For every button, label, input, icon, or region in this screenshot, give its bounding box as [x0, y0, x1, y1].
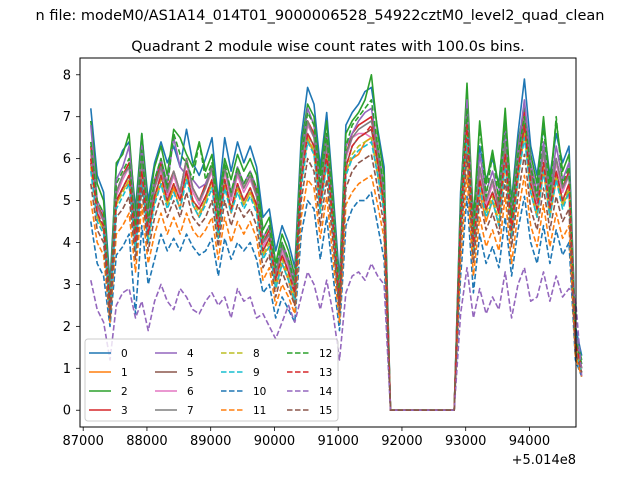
legend-label-8: 8 — [253, 348, 260, 360]
x-tick-label: 94000 — [509, 434, 550, 449]
legend-label-1: 1 — [121, 367, 128, 379]
series-line-12 — [90, 99, 583, 411]
x-tick-label: 89000 — [190, 434, 231, 449]
y-tick-label: 7 — [63, 110, 71, 125]
legend-label-0: 0 — [121, 348, 128, 360]
x-tick-label: 91000 — [318, 434, 359, 449]
x-tick-label: 92000 — [381, 434, 422, 449]
legend-label-7: 7 — [187, 405, 194, 417]
legend-label-2: 2 — [121, 386, 128, 398]
y-tick-label: 3 — [63, 278, 71, 293]
legend-label-15: 15 — [319, 405, 332, 417]
ticks-layer: 87000 88000 89000 90000 91000 92000 93000 94000… — [63, 68, 551, 449]
y-tick-label: 6 — [63, 152, 71, 167]
legend-label-13: 13 — [319, 367, 332, 379]
figure-suptitle: n file: modeM0/AS1A14_014T01_9000006528_… — [36, 8, 605, 24]
legend-label-11: 11 — [253, 405, 266, 417]
x-tick-label: 88000 — [126, 434, 167, 449]
legend-label-9: 9 — [253, 367, 260, 379]
series-line-15 — [90, 153, 583, 411]
legend-label-12: 12 — [319, 348, 332, 360]
y-tick-label: 4 — [63, 236, 71, 251]
x-offset-text: +5.014e8 — [512, 453, 576, 468]
series-line-11 — [90, 174, 583, 411]
legend-label-6: 6 — [187, 386, 194, 398]
legend-label-4: 4 — [187, 348, 194, 360]
series-layer — [90, 74, 583, 411]
legend-label-3: 3 — [121, 405, 128, 417]
y-tick-label: 0 — [63, 404, 71, 419]
legend-label-5: 5 — [187, 367, 194, 379]
y-tick-label: 1 — [63, 362, 71, 377]
legend-label-10: 10 — [253, 386, 266, 398]
series-line-10 — [90, 191, 583, 411]
x-tick-label: 87000 — [63, 434, 104, 449]
series-line-14 — [90, 262, 583, 411]
legend-label-14: 14 — [319, 386, 333, 398]
x-tick-label: 90000 — [254, 434, 295, 449]
axes-title: Quadrant 2 module wise count rates with … — [131, 39, 525, 55]
legend-box — [84, 338, 339, 422]
y-tick-label: 5 — [63, 194, 71, 209]
series-line-13 — [90, 124, 583, 411]
y-tick-label: 2 — [63, 320, 71, 335]
y-tick-label: 8 — [63, 68, 71, 83]
x-tick-label: 93000 — [445, 434, 486, 449]
